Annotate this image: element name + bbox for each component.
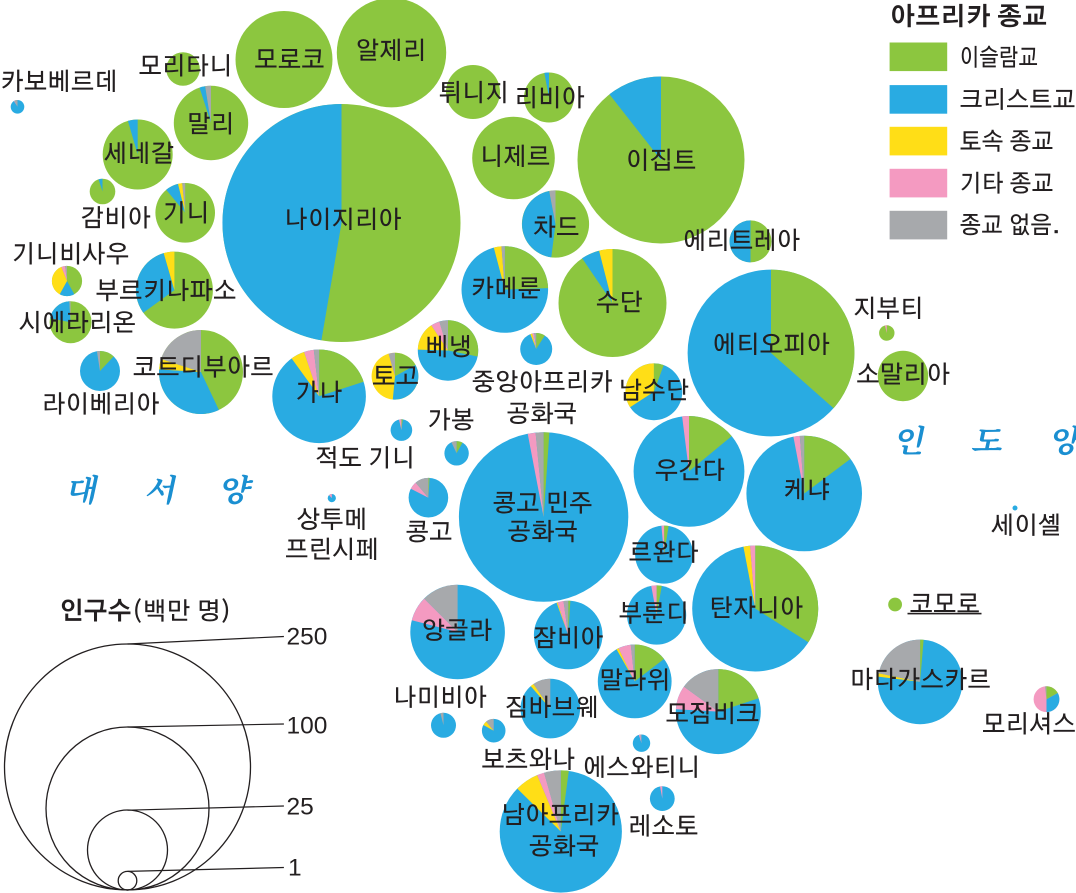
svg-text:100: 100: [287, 713, 328, 740]
svg-text:250: 250: [287, 624, 328, 651]
svg-text:1: 1: [288, 855, 302, 882]
svg-text:25: 25: [287, 794, 314, 821]
